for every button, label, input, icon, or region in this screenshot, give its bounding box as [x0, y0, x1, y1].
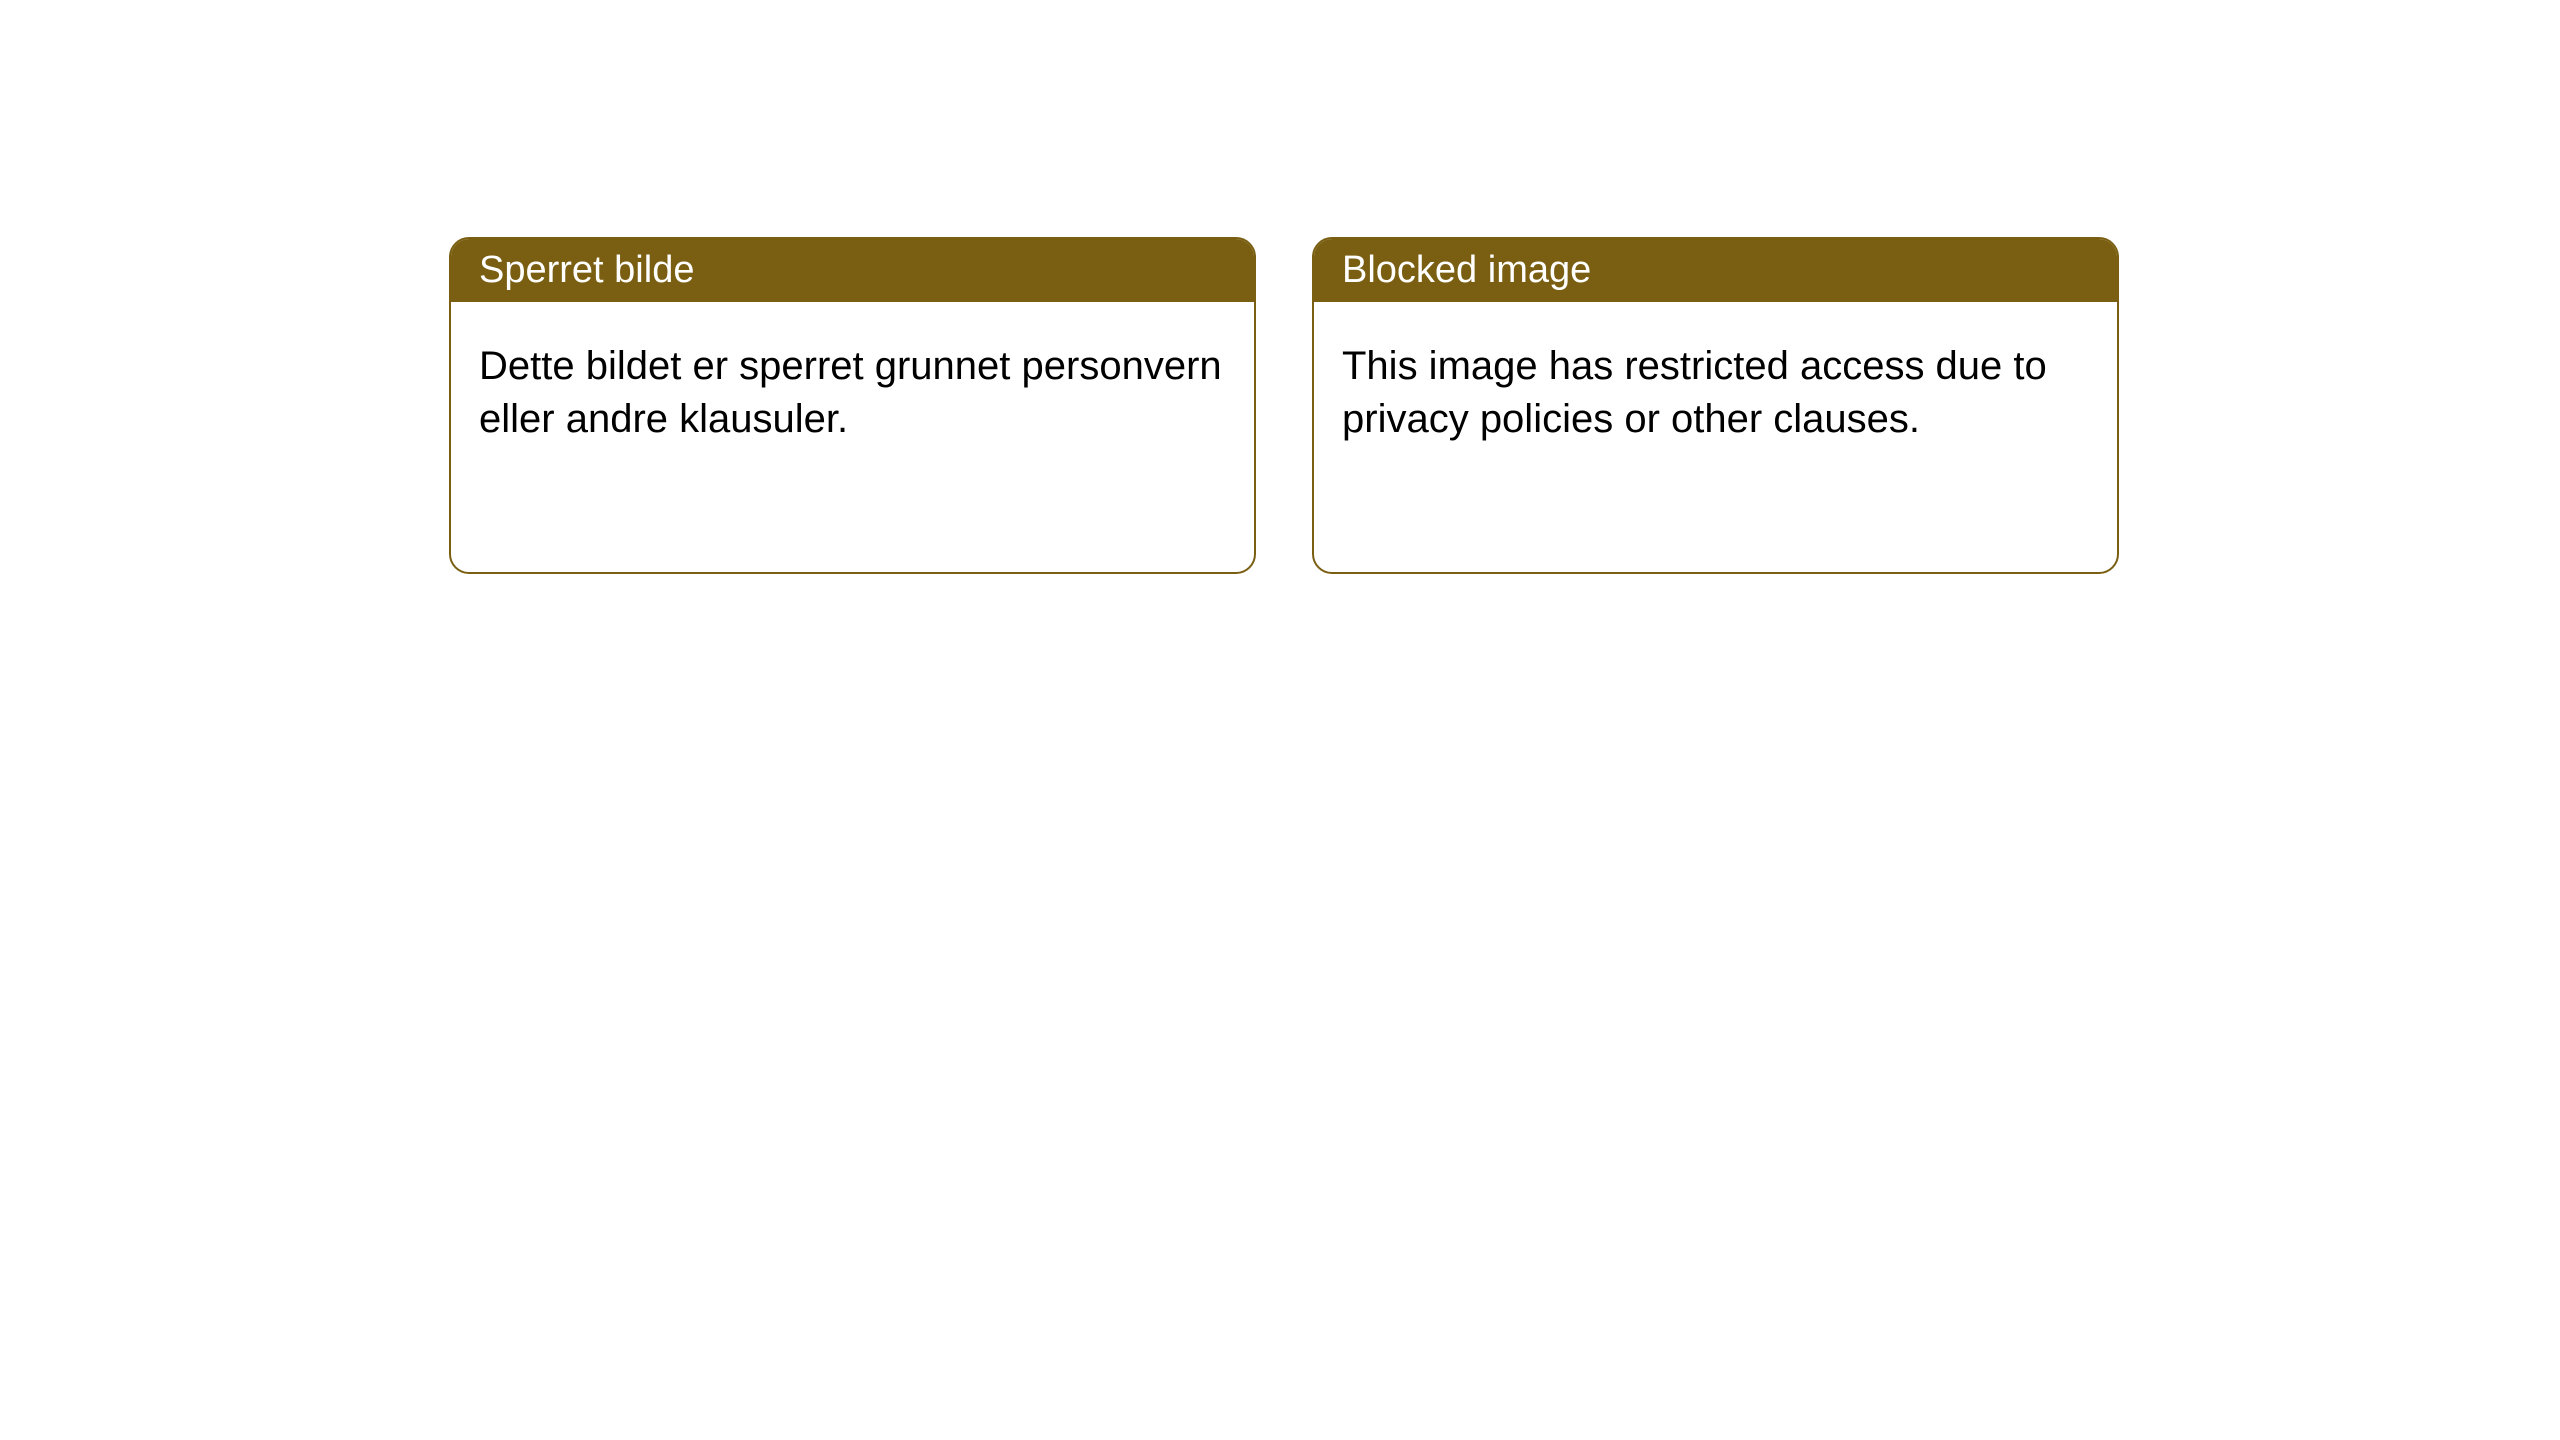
card-header-no: Sperret bilde — [451, 239, 1254, 302]
blocked-image-cards-container: Sperret bilde Dette bildet er sperret gr… — [449, 237, 2119, 574]
blocked-image-card-en: Blocked image This image has restricted … — [1312, 237, 2119, 574]
card-body-no: Dette bildet er sperret grunnet personve… — [451, 302, 1254, 484]
card-header-en: Blocked image — [1314, 239, 2117, 302]
card-body-en: This image has restricted access due to … — [1314, 302, 2117, 484]
blocked-image-card-no: Sperret bilde Dette bildet er sperret gr… — [449, 237, 1256, 574]
